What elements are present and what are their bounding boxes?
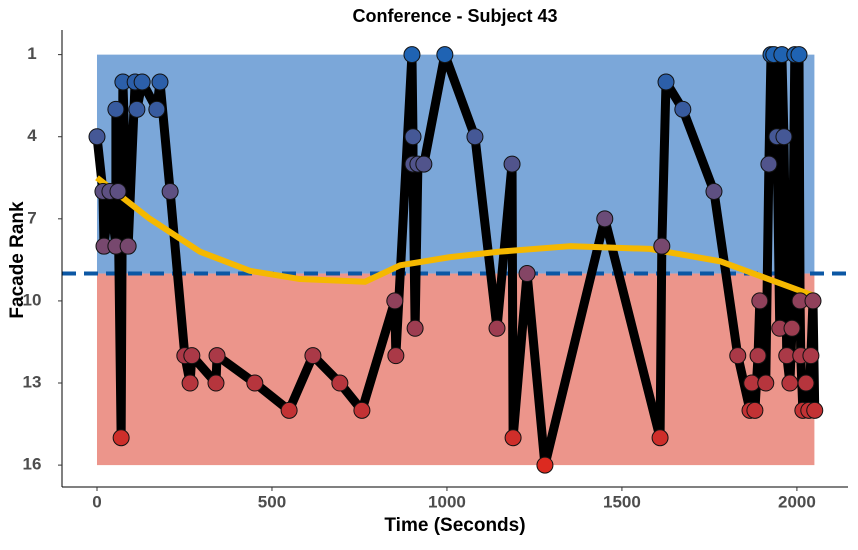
data-point [88,128,106,146]
data-point [304,347,322,365]
data-point [802,347,820,365]
data-point [781,374,799,392]
data-point [651,429,669,447]
data-point [404,128,422,146]
data-point [783,319,801,337]
data-point [760,155,778,173]
x-axis-label: Time (Seconds) [384,515,525,536]
y-axis-label: Facade Rank [7,201,28,319]
data-point [757,374,775,392]
data-point [133,73,151,91]
data-point [466,128,484,146]
data-point [181,374,199,392]
data-point [503,155,521,173]
y-tick-label: 10 [23,290,42,309]
data-point [596,210,614,228]
x-tick-label: 0 [92,492,101,511]
x-tick-label: 2000 [778,492,816,511]
data-point [403,46,421,64]
chart-title: Conference - Subject 43 [352,6,557,26]
data-point [674,100,692,118]
data-point [804,292,822,310]
data-point [806,401,824,419]
data-point [128,100,146,118]
data-point [161,182,179,200]
y-tick-label: 1 [27,44,36,63]
data-point [729,347,747,365]
data-point [406,319,424,337]
y-tick-label: 16 [23,455,42,474]
data-point [148,100,166,118]
data-point [151,73,169,91]
data-point [207,374,225,392]
data-point [436,46,454,64]
x-tick-label: 1000 [428,492,466,511]
data-point [119,237,137,255]
data-point [488,319,506,337]
data-point [109,182,127,200]
data-point [183,347,201,365]
x-tick-label: 1500 [603,492,641,511]
data-point [775,128,793,146]
data-point [331,374,349,392]
data-point [246,374,264,392]
x-tick-label: 500 [258,492,286,511]
data-point [280,401,298,419]
data-point [657,73,675,91]
data-point [386,292,404,310]
data-point [705,182,723,200]
data-point [749,347,767,365]
data-point [415,155,433,173]
data-point [107,100,125,118]
data-point [751,292,769,310]
data-point [518,265,536,283]
data-point [353,401,371,419]
data-point [790,46,808,64]
data-point [387,347,405,365]
data-point [797,374,815,392]
y-tick-label: 7 [27,208,36,227]
data-point [746,401,764,419]
data-point [536,456,554,474]
y-tick-label: 13 [23,372,42,391]
data-point [112,429,130,447]
data-point [208,347,226,365]
data-point [504,429,522,447]
data-point [653,237,671,255]
smooth-line [95,175,815,299]
y-tick-label: 4 [27,126,37,145]
